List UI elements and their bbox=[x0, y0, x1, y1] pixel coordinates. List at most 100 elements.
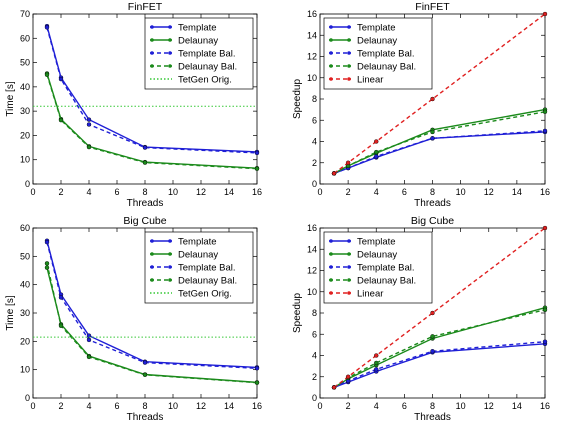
y-tick-label: 20 bbox=[20, 130, 30, 140]
data-point bbox=[86, 337, 92, 343]
legend-entry-delaunay: Delaunay bbox=[150, 250, 218, 261]
x-tick-label: 6 bbox=[114, 401, 119, 411]
y-tick-label: 2 bbox=[312, 372, 317, 382]
legend-entry-delaunay-bal: Delaunay Bal. bbox=[329, 276, 416, 287]
legend-marker bbox=[329, 64, 333, 68]
legend-marker bbox=[329, 38, 333, 42]
data-point bbox=[58, 295, 64, 300]
chart-panel-2: FinFET 0 2 4 6 8 10 12 14 16 0 2 4 6 8 10 12 14 16 Threads S… bbox=[292, 1, 550, 209]
x-tick-label: 10 bbox=[456, 187, 466, 197]
legend-label: Delaunay bbox=[357, 36, 397, 47]
series-template-bal bbox=[331, 339, 548, 390]
legend-box bbox=[323, 17, 433, 90]
legend-marker bbox=[329, 278, 333, 282]
data-point bbox=[542, 11, 548, 17]
data-point bbox=[86, 122, 92, 127]
legend-entry-linear: Linear bbox=[329, 289, 383, 300]
x-tick-label: 4 bbox=[86, 187, 91, 197]
y-tick-label: 60 bbox=[20, 223, 30, 233]
legend-entry-delaunay: Delaunay bbox=[329, 250, 397, 261]
y-tick-label: 40 bbox=[20, 280, 30, 290]
data-point bbox=[254, 150, 260, 156]
x-tick-label: 0 bbox=[317, 401, 322, 411]
legend-marker bbox=[168, 278, 172, 282]
x-tick-label: 0 bbox=[317, 187, 322, 197]
x-tick-label: 12 bbox=[196, 401, 206, 411]
legend-marker bbox=[347, 239, 351, 243]
legend: Template Delaunay Template Bal. Delaunay Ba… bbox=[144, 17, 254, 90]
y-tick-label: 60 bbox=[20, 33, 30, 43]
data-point bbox=[542, 128, 548, 134]
x-tick-label: 8 bbox=[430, 187, 435, 197]
data-point bbox=[86, 117, 92, 122]
x-axis-label: Threads bbox=[127, 198, 164, 209]
legend-marker bbox=[150, 252, 154, 256]
legend-marker bbox=[150, 38, 154, 42]
y-tick-label: 0 bbox=[312, 179, 317, 189]
legend: Template Delaunay Template Bal. Delaunay Ba… bbox=[144, 231, 254, 304]
data-point bbox=[542, 225, 548, 231]
chart-panel-3: Big Cube 0 2 4 6 8 10 12 14 16 0 10 20 30 40 50 60 Thread… bbox=[5, 215, 262, 423]
y-tick-label: 2 bbox=[312, 158, 317, 168]
legend-marker bbox=[168, 265, 172, 269]
x-tick-label: 6 bbox=[114, 187, 119, 197]
legend-label: Template bbox=[178, 23, 217, 34]
data-point bbox=[345, 374, 351, 379]
legend-label: Template bbox=[357, 237, 396, 248]
y-tick-label: 10 bbox=[20, 365, 30, 375]
series-template-bal bbox=[44, 239, 260, 371]
legend-marker bbox=[347, 291, 351, 295]
data-point bbox=[142, 360, 148, 365]
legend-label: Delaunay Bal. bbox=[178, 62, 237, 73]
legend-label: Template bbox=[178, 237, 217, 248]
data-point bbox=[374, 154, 379, 159]
data-point bbox=[542, 339, 548, 344]
chart-panel-1: FinFET 0 2 4 6 8 10 12 14 16 0 10 20 30 40 50 60 70 Thread… bbox=[5, 1, 262, 209]
series-linear bbox=[331, 11, 548, 176]
y-tick-label: 8 bbox=[312, 94, 317, 104]
legend-marker bbox=[347, 25, 351, 29]
series-template-bal bbox=[44, 25, 260, 156]
legend-entry-delaunay: Delaunay bbox=[150, 36, 218, 47]
x-tick-label: 14 bbox=[224, 187, 234, 197]
x-tick-label: 12 bbox=[196, 187, 206, 197]
x-tick-label: 14 bbox=[512, 401, 522, 411]
legend-marker bbox=[168, 239, 172, 243]
data-point bbox=[374, 367, 379, 372]
data-point bbox=[430, 129, 435, 135]
legend-label: TetGen Orig. bbox=[178, 75, 232, 86]
legend-label: Template Bal. bbox=[357, 49, 415, 60]
x-tick-label: 6 bbox=[402, 187, 407, 197]
legend-label: Template bbox=[357, 23, 396, 34]
chart-title: Big Cube bbox=[123, 215, 166, 227]
legend-marker bbox=[329, 25, 333, 29]
x-tick-label: 6 bbox=[402, 401, 407, 411]
legend-entry-template-bal: Template Bal. bbox=[329, 49, 415, 60]
legend-label: TetGen Orig. bbox=[178, 289, 232, 300]
x-tick-label: 10 bbox=[168, 401, 178, 411]
legend-marker bbox=[150, 25, 154, 29]
legend-entry-delaunay-bal: Delaunay Bal. bbox=[150, 276, 237, 287]
x-tick-label: 16 bbox=[540, 401, 550, 411]
data-point bbox=[331, 171, 337, 176]
y-tick-label: 30 bbox=[20, 106, 30, 116]
legend: Template Delaunay Template Bal. Delaunay Ba… bbox=[323, 231, 433, 304]
x-tick-label: 4 bbox=[374, 401, 379, 411]
y-tick-label: 10 bbox=[307, 287, 317, 297]
data-point bbox=[254, 166, 260, 171]
legend-marker bbox=[329, 77, 333, 81]
series-line bbox=[333, 309, 546, 388]
x-tick-label: 16 bbox=[252, 187, 262, 197]
data-point bbox=[254, 380, 260, 385]
x-tick-label: 2 bbox=[346, 401, 351, 411]
y-axis-label: Time [s] bbox=[5, 81, 16, 116]
legend-marker bbox=[168, 252, 172, 256]
y-tick-label: 6 bbox=[312, 115, 317, 125]
legend-marker bbox=[347, 77, 351, 81]
x-tick-label: 0 bbox=[30, 401, 35, 411]
y-tick-label: 40 bbox=[20, 82, 30, 92]
legend-marker bbox=[347, 252, 351, 256]
series-delaunay-bal bbox=[44, 261, 260, 385]
data-point bbox=[58, 323, 64, 328]
legend-label: Delaunay Bal. bbox=[357, 276, 416, 287]
